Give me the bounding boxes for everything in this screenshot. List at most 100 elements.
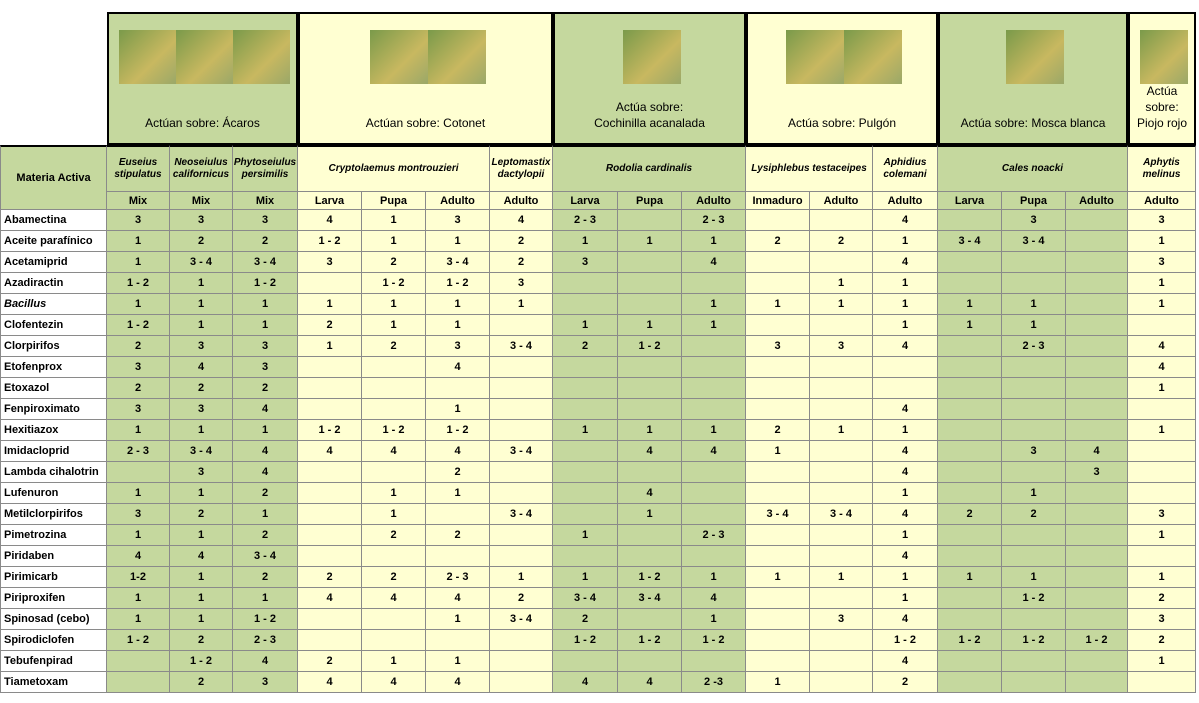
group-label: Actúa sobre: Cochinilla acanalada bbox=[594, 100, 705, 130]
cell: 2 bbox=[298, 567, 362, 588]
cell: 4 bbox=[1128, 357, 1196, 378]
cell: 4 bbox=[553, 672, 618, 693]
cell bbox=[1066, 315, 1128, 336]
cell: 1 bbox=[618, 504, 682, 525]
cell: 1 - 2 bbox=[298, 231, 362, 252]
cell: 2 bbox=[362, 252, 426, 273]
row-name: Bacillus bbox=[0, 294, 107, 315]
cell: 1 bbox=[746, 567, 810, 588]
cell: 1 bbox=[1128, 525, 1196, 546]
cell bbox=[553, 483, 618, 504]
cell: 1 bbox=[426, 609, 490, 630]
stage-header: Larva bbox=[553, 192, 618, 210]
cell bbox=[810, 483, 873, 504]
cell bbox=[1066, 336, 1128, 357]
cell: 4 bbox=[682, 252, 746, 273]
cell bbox=[1128, 315, 1196, 336]
cell: 2 bbox=[362, 525, 426, 546]
stage-header: Adulto bbox=[810, 192, 873, 210]
cell: 3 bbox=[170, 336, 233, 357]
cell: 1 bbox=[362, 315, 426, 336]
cell bbox=[1066, 651, 1128, 672]
cell bbox=[362, 609, 426, 630]
cell: 4 bbox=[170, 357, 233, 378]
cell bbox=[938, 651, 1002, 672]
cell: 1 bbox=[170, 273, 233, 294]
cell: 3 bbox=[810, 609, 873, 630]
cell: 2 bbox=[938, 504, 1002, 525]
cell: 1 bbox=[362, 210, 426, 231]
cell: 2 bbox=[298, 315, 362, 336]
cell: 2 bbox=[746, 420, 810, 441]
cell bbox=[873, 378, 938, 399]
cell bbox=[810, 357, 873, 378]
cell bbox=[553, 504, 618, 525]
cell bbox=[746, 273, 810, 294]
cell bbox=[298, 546, 362, 567]
insect-photo bbox=[369, 30, 428, 84]
cell: 3 - 4 bbox=[490, 609, 553, 630]
cell: 4 bbox=[298, 588, 362, 609]
species-header: Rodolia cardinalis bbox=[553, 145, 746, 192]
row-name: Tebufenpirad bbox=[0, 651, 107, 672]
cell bbox=[426, 546, 490, 567]
row-name: Clorpirifos bbox=[0, 336, 107, 357]
cell: 1 bbox=[1128, 231, 1196, 252]
cell: 3 bbox=[810, 336, 873, 357]
cell: 1 bbox=[1128, 273, 1196, 294]
cell bbox=[298, 483, 362, 504]
cell: 4 bbox=[362, 441, 426, 462]
cell: 1 bbox=[170, 420, 233, 441]
cell: 1 bbox=[682, 609, 746, 630]
cell: 1 - 2 bbox=[618, 336, 682, 357]
cell: 1 - 2 bbox=[1002, 630, 1066, 651]
cell bbox=[1002, 546, 1066, 567]
cell: 1 bbox=[490, 567, 553, 588]
cell: 4 bbox=[873, 546, 938, 567]
cell: 2 bbox=[298, 651, 362, 672]
cell bbox=[938, 336, 1002, 357]
species-header: Phytoseiulus persimilis bbox=[233, 145, 298, 192]
cell: 2 bbox=[233, 567, 298, 588]
cell bbox=[746, 546, 810, 567]
stage-header: Mix bbox=[233, 192, 298, 210]
cell: 1 bbox=[746, 672, 810, 693]
cell bbox=[1128, 441, 1196, 462]
row-name: Piriproxifen bbox=[0, 588, 107, 609]
cell bbox=[107, 672, 170, 693]
cell bbox=[553, 546, 618, 567]
cell: 1 - 2 bbox=[1002, 588, 1066, 609]
cell: 3 - 4 bbox=[233, 252, 298, 273]
cell bbox=[426, 504, 490, 525]
cell: 3 bbox=[107, 504, 170, 525]
cell: 4 bbox=[618, 483, 682, 504]
cell bbox=[682, 357, 746, 378]
cell: 4 bbox=[1128, 336, 1196, 357]
row-name: Metilclorpirifos bbox=[0, 504, 107, 525]
cell bbox=[1066, 525, 1128, 546]
cell: 4 bbox=[298, 210, 362, 231]
cell: 1 bbox=[682, 294, 746, 315]
cell bbox=[810, 378, 873, 399]
cell: 4 bbox=[362, 588, 426, 609]
cell: 4 bbox=[873, 462, 938, 483]
cell bbox=[298, 357, 362, 378]
cell: 1 bbox=[426, 315, 490, 336]
cell bbox=[938, 378, 1002, 399]
cell: 2 bbox=[553, 609, 618, 630]
species-header: Leptomastix dactylopii bbox=[490, 145, 553, 192]
cell: 1 bbox=[170, 525, 233, 546]
cell bbox=[490, 672, 553, 693]
cell: 3 bbox=[1128, 609, 1196, 630]
cell: 1 - 2 bbox=[107, 630, 170, 651]
stage-header: Larva bbox=[298, 192, 362, 210]
cell bbox=[298, 378, 362, 399]
row-name: Pimetrozina bbox=[0, 525, 107, 546]
cell: 2 bbox=[170, 630, 233, 651]
cell: 1 bbox=[233, 420, 298, 441]
cell: 3 bbox=[1128, 210, 1196, 231]
cell: 1 bbox=[362, 651, 426, 672]
cell: 3 - 4 bbox=[170, 252, 233, 273]
cell: 1 bbox=[682, 231, 746, 252]
cell bbox=[1002, 378, 1066, 399]
